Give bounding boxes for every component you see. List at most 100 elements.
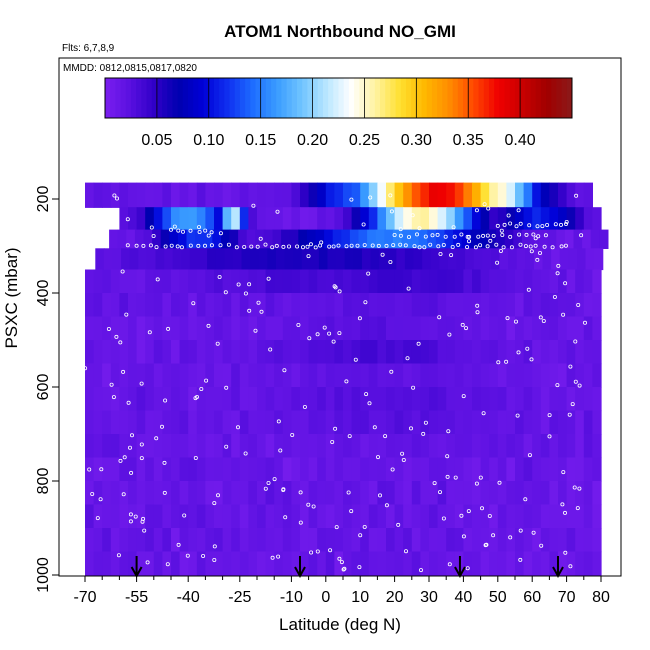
heatmap-cell [394, 504, 404, 529]
heatmap-cell [239, 528, 249, 553]
colorbar-tick-label: 0.25 [349, 132, 380, 149]
x-tick-label: 10 [351, 589, 369, 606]
observation-dot [422, 245, 427, 250]
heatmap-cell [291, 481, 301, 506]
heatmap-cell [515, 182, 525, 208]
heatmap-cell [489, 207, 499, 231]
observation-dot [376, 243, 381, 248]
observation-dot [217, 274, 222, 279]
heatmap-cell [454, 504, 464, 529]
heatmap-cell [153, 457, 163, 482]
observation-dot [479, 506, 484, 511]
heatmap-cell [566, 457, 576, 482]
heatmap-cell [325, 269, 335, 294]
heatmap-cell [334, 363, 344, 388]
heatmap-cell [429, 457, 439, 482]
heatmap-cell [171, 207, 181, 231]
observation-dot [83, 366, 88, 371]
observation-dot [121, 369, 126, 374]
heatmap-cell [368, 182, 378, 208]
heatmap-cell [171, 387, 181, 412]
colorbar-segment [494, 78, 500, 118]
heatmap-cell [325, 182, 335, 208]
heatmap-cell [300, 316, 310, 341]
heatmap-cell [403, 457, 413, 482]
observation-dot [508, 221, 513, 226]
heatmap-cell [489, 481, 499, 506]
colorbar-tick-label: 0.15 [245, 132, 276, 149]
heatmap-cell [454, 410, 464, 435]
heatmap-cell [160, 229, 170, 249]
heatmap-cell [386, 293, 396, 318]
heatmap-cell [205, 434, 215, 459]
heatmap-cell [377, 340, 387, 365]
colorbar-segment [499, 78, 506, 118]
observation-dot [504, 359, 509, 364]
observation-dot [505, 316, 510, 321]
heatmap-cell [162, 363, 172, 388]
observation-dot [408, 426, 413, 431]
heatmap-cell [506, 457, 516, 482]
heatmap-cell [351, 387, 361, 412]
colorbar-segment [141, 78, 148, 118]
colorbar-tick-label: 0.35 [453, 132, 484, 149]
x-tick-label: 80 [592, 589, 610, 606]
heatmap-cell [325, 293, 335, 318]
heatmap-cell [437, 340, 447, 365]
heatmap-cell [155, 248, 165, 271]
heatmap-cell [308, 293, 318, 318]
heatmap-cell [128, 387, 138, 412]
heatmap-cell [583, 363, 593, 388]
heatmap-cell [153, 551, 163, 576]
heatmap-cell [239, 504, 249, 529]
heatmap-cell [128, 316, 138, 341]
observation-dot [357, 316, 362, 321]
observation-dot [125, 217, 130, 222]
heatmap-cell [93, 340, 103, 365]
heatmap-cell [386, 387, 396, 412]
heatmap-cell [446, 182, 456, 208]
heatmap-cell [196, 481, 206, 506]
heatmap-cell [394, 207, 404, 231]
x-tick-label: 70 [558, 589, 576, 606]
heatmap-cell [222, 316, 232, 341]
heatmap-cell [497, 207, 507, 231]
heatmap-cell [239, 182, 249, 208]
observation-dot [218, 243, 223, 248]
heatmap-cell [575, 457, 585, 482]
heatmap-cell [403, 182, 413, 208]
observation-dot [496, 360, 501, 365]
heatmap-cell [377, 316, 387, 341]
heatmap-cell [222, 551, 232, 576]
heatmap-cell [274, 457, 284, 482]
observation-dot [118, 340, 123, 345]
heatmap-cell [171, 340, 181, 365]
observation-dot [398, 242, 403, 247]
heatmap-cell [317, 410, 327, 435]
heatmap-cell [540, 316, 550, 341]
observation-dot [437, 315, 442, 320]
observation-dot [416, 341, 421, 346]
heatmap-cell [386, 528, 396, 553]
observation-dot [540, 224, 545, 229]
colorbar-segment [540, 78, 547, 118]
observation-dot [112, 193, 117, 198]
heatmap-cell [463, 551, 473, 576]
heatmap-cell [222, 410, 232, 435]
heatmap-cell [317, 363, 327, 388]
heatmap-cell [446, 410, 456, 435]
heatmap-cell [343, 504, 353, 529]
observation-dot [568, 564, 573, 569]
colorbar-segment [535, 78, 542, 118]
heatmap-cell [85, 182, 95, 208]
heatmap-cell [472, 410, 482, 435]
observation-dot [574, 193, 579, 198]
heatmap-cell [171, 316, 181, 341]
observation-dot [375, 455, 380, 460]
heatmap-cell [583, 481, 593, 506]
heatmap-cell [506, 410, 516, 435]
x-tick-label: 60 [523, 589, 541, 606]
heatmap-cell [532, 434, 542, 459]
observation-dot [372, 425, 377, 430]
observation-dot [499, 228, 504, 233]
